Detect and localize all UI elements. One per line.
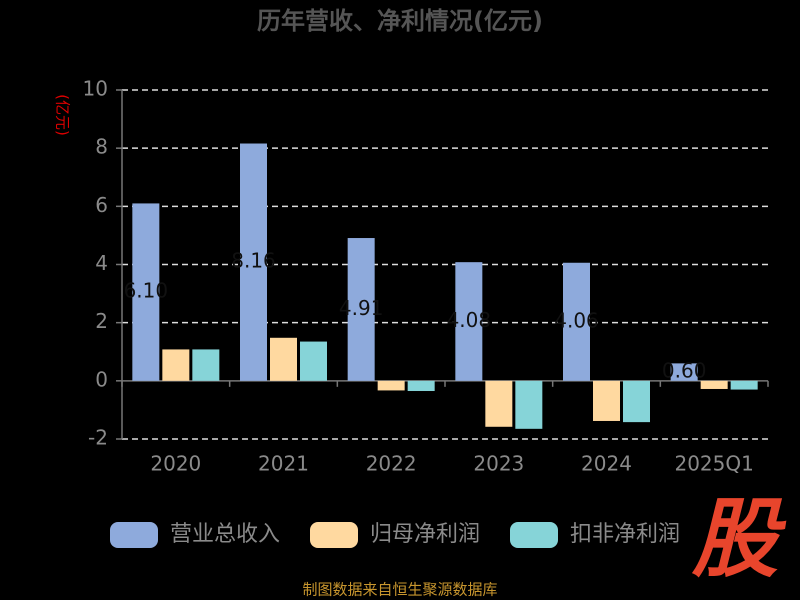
bar (670, 363, 698, 381)
bar (593, 380, 620, 421)
y-tick-label: 10 (83, 77, 108, 101)
x-tick-label: 2021 (258, 452, 309, 476)
x-tick-label: 2023 (473, 452, 524, 476)
value-label: 4.08 (447, 308, 492, 332)
legend-swatch (110, 522, 158, 548)
chart-title: 历年营收、净利情况(亿元) (257, 7, 543, 35)
bar (455, 262, 483, 381)
y-tick-label: 4 (95, 251, 108, 275)
bar (377, 380, 405, 391)
bar (515, 380, 543, 429)
legend-swatch (310, 522, 358, 548)
y-tick-label: 6 (95, 193, 108, 217)
x-tick-label: 2025Q1 (674, 452, 753, 476)
bar (700, 380, 728, 389)
logo: 股 (691, 489, 787, 589)
y-axis-label: (亿元) (54, 94, 72, 136)
bar (407, 380, 435, 392)
y-tick-label: 2 (95, 309, 108, 333)
legend-label: 营业总收入 (170, 522, 280, 547)
y-tick-label: 0 (95, 367, 108, 391)
bar (132, 203, 160, 381)
bar (730, 380, 758, 390)
bar (623, 380, 650, 423)
legend-label: 扣非净利润 (570, 522, 680, 547)
bar (563, 262, 590, 381)
bar (240, 143, 267, 381)
bar (485, 380, 513, 427)
bar (270, 337, 297, 381)
value-label: 4.06 (554, 308, 599, 332)
value-label: 8.16 (231, 249, 276, 273)
bar (162, 349, 190, 381)
x-tick-label: 2024 (581, 452, 632, 476)
x-tick-label: 2022 (366, 452, 417, 476)
y-tick-label: 8 (95, 135, 108, 159)
legend-swatch (510, 522, 558, 548)
bar (300, 341, 327, 381)
x-tick-label: 2020 (150, 452, 201, 476)
legend-label: 归母净利润 (370, 522, 480, 547)
source-note: 制图数据来自恒生聚源数据库 (302, 581, 497, 599)
bar (347, 238, 375, 381)
bar (192, 349, 220, 381)
value-label: 6.10 (124, 279, 169, 303)
value-label: 4.91 (339, 296, 384, 320)
y-tick-label: -2 (88, 426, 108, 450)
value-label: 0.60 (662, 359, 707, 383)
